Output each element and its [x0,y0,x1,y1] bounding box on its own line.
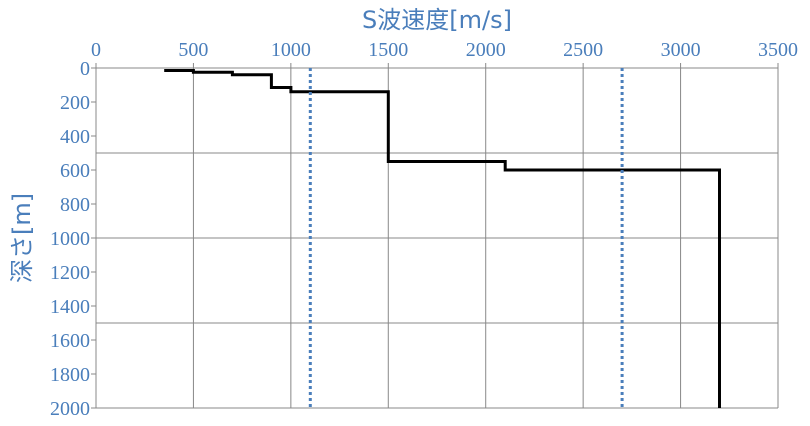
velocity-profile-line [164,69,721,408]
y-tick-label: 800 [60,194,90,216]
x-tick-labels: 0 500 1000 1500 2000 2500 3000 3500 [91,39,798,61]
y-tick-label: 1800 [50,364,90,386]
grid-lines [96,68,778,408]
y-tick-label: 1000 [50,228,90,250]
plot-frame [91,63,779,409]
x-tick-label: 2000 [466,39,506,61]
x-tick-label: 3000 [661,39,701,61]
y-axis-title: 深さ[m] [8,193,36,283]
y-tick-label: 1200 [50,262,90,284]
y-tick-labels: 0 200 400 600 800 1000 1200 1400 1600 1800 2000 [50,58,90,420]
x-tick-label: 1000 [271,39,311,61]
y-tick-label: 600 [60,160,90,182]
y-tick-label: 400 [60,126,90,148]
y-tick-label: 1400 [50,296,90,318]
x-tick-label: 1500 [368,39,408,61]
y-tick-label: 2000 [50,398,90,420]
y-tick-label: 200 [60,92,90,114]
x-tick-label: 2500 [563,39,603,61]
y-tick-label: 1600 [50,330,90,352]
x-axis-title: S波速度[m/s] [362,6,512,34]
x-tick-label: 3500 [758,39,798,61]
series-group [164,68,721,408]
y-tick-label: 0 [80,58,90,80]
x-tick-label: 0 [91,39,101,61]
x-tick-label: 500 [178,39,208,61]
